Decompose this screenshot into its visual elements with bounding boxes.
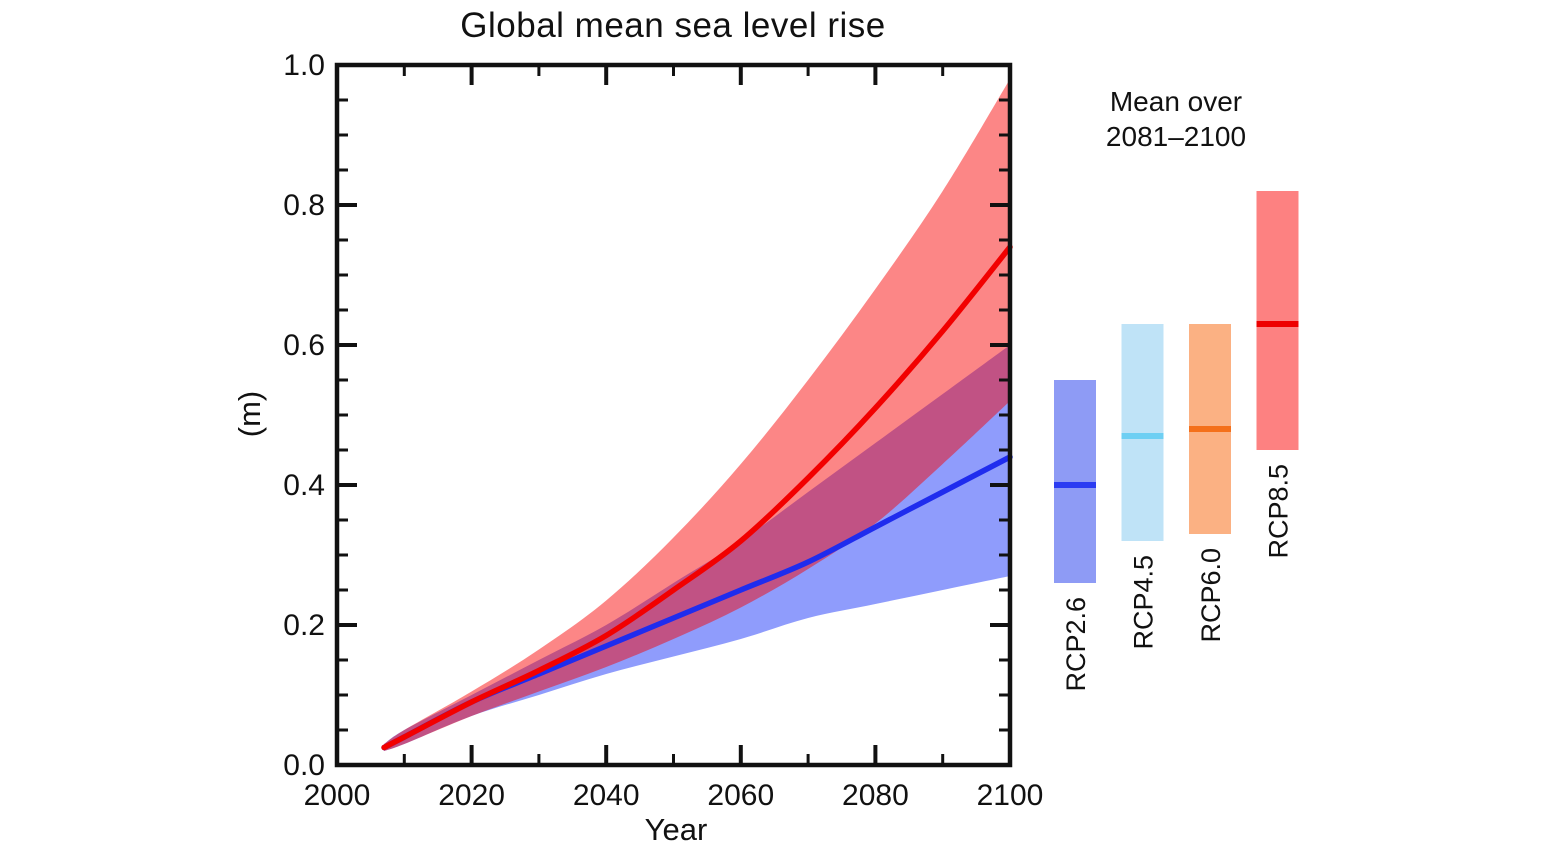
legend-bar-label-rcp2.6: RCP2.6	[1061, 597, 1091, 692]
legend-header-line1: Mean over	[1109, 86, 1243, 117]
legend-bar-rcp4.5	[1121, 324, 1164, 541]
legend-bar-mean-line-rcp6.0	[1189, 426, 1231, 432]
x-tick-label: 2060	[707, 779, 774, 812]
legend-bar-label-rcp8.5: RCP8.5	[1264, 464, 1294, 559]
y-tick-label: 0.8	[283, 189, 325, 222]
y-tick-label: 0.6	[283, 329, 325, 362]
y-tick-label: 0.4	[283, 469, 325, 502]
y-tick-label: 0.0	[283, 749, 325, 782]
legend-header: Mean over 2081–2100	[1026, 84, 1326, 154]
rcp8.5-median-line	[381, 244, 1013, 751]
y-tick-label: 1.0	[283, 49, 325, 82]
x-tick-label: 2100	[977, 779, 1044, 812]
x-tick-label: 2000	[304, 779, 371, 812]
x-axis-label: Year	[644, 812, 708, 847]
chart-title: Global mean sea level rise	[460, 6, 886, 45]
rcp8.5-likely-range-area	[384, 79, 1011, 751]
y-tick-label: 0.2	[283, 609, 325, 642]
legend-bar-rcp8.5	[1256, 191, 1299, 450]
x-tick-label: 2080	[842, 779, 909, 812]
rcp2.6-likely-range-area	[384, 345, 1011, 751]
legend-bar-label-rcp4.5: RCP4.5	[1129, 555, 1159, 650]
x-tick-label: 2020	[438, 779, 505, 812]
x-tick-label: 2040	[573, 779, 640, 812]
legend-bar-mean-line-rcp4.5	[1121, 433, 1164, 439]
legend-bar-mean-line-rcp8.5	[1256, 321, 1299, 327]
legend-bar-label-rcp6.0: RCP6.0	[1196, 548, 1226, 643]
legend-bar-rcp2.6	[1054, 380, 1096, 583]
legend-bar-mean-line-rcp2.6	[1054, 482, 1096, 488]
legend-header-line2: 2081–2100	[1105, 121, 1247, 152]
